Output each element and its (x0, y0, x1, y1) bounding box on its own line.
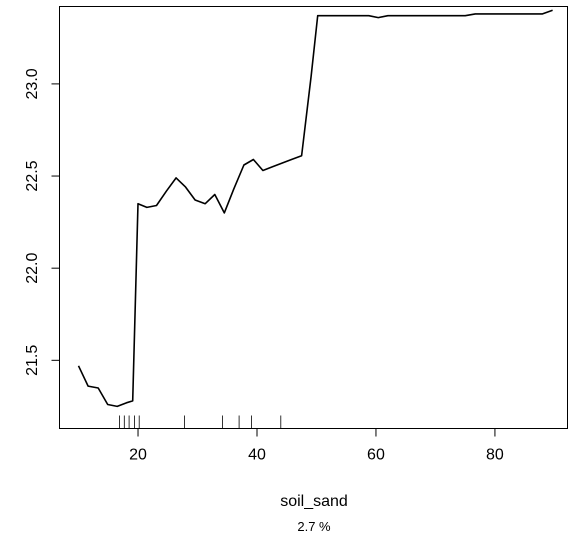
x-tick-label-2: 60 (367, 447, 385, 464)
x-axis-label: soil_sand (280, 493, 348, 510)
x-axis: 20 40 60 80 (129, 428, 504, 464)
importance-note: 2.7 % (297, 519, 331, 534)
plot-frame (59, 6, 568, 429)
y-tick-label-3: 23.0 (24, 68, 41, 99)
series-line-0 (77, 9, 553, 408)
series-layer (77, 9, 553, 408)
x-tick-label-1: 40 (248, 447, 266, 464)
x-tick-label-0: 20 (129, 447, 147, 464)
rug-layer (119, 415, 282, 429)
x-tick-label-3: 80 (486, 447, 504, 464)
y-axis: 21.5 22.0 22.5 23.0 (24, 68, 60, 376)
y-tick-label-2: 22.5 (24, 160, 41, 191)
y-tick-label-1: 22.0 (24, 253, 41, 284)
y-tick-label-0: 21.5 (24, 345, 41, 376)
